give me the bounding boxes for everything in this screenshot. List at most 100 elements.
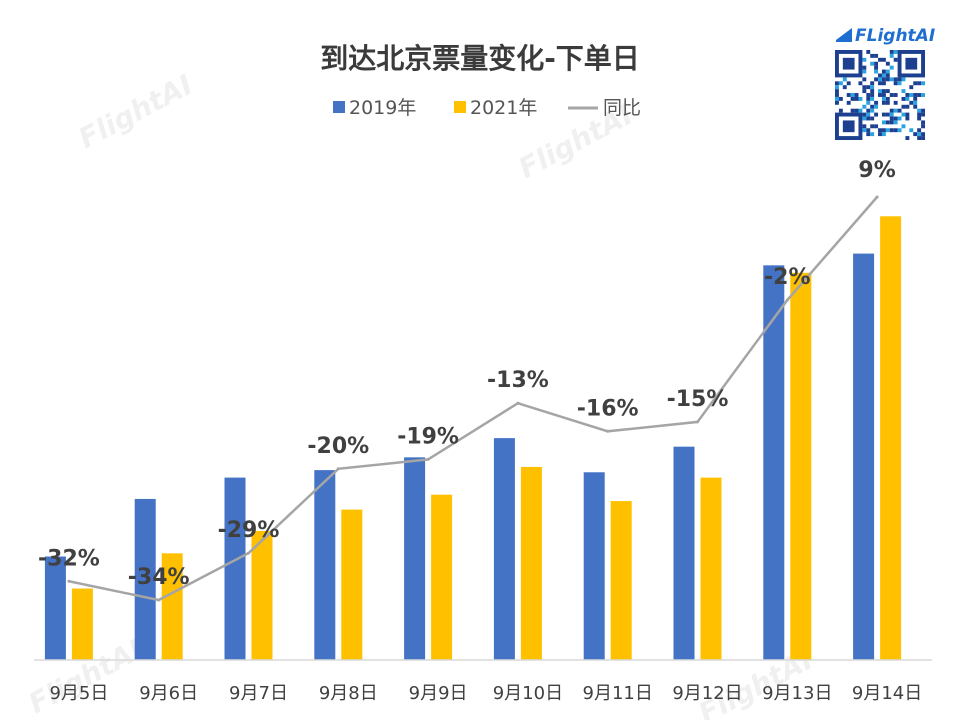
qr-module: [921, 136, 925, 140]
yoy-line-layer: [67, 195, 879, 602]
qr-module: [862, 112, 867, 117]
qr-module: [858, 96, 863, 101]
brand-block: FLightAI: [835, 26, 935, 140]
legend-swatch-2019: [333, 101, 345, 113]
yoy-data-label-3: -29%: [218, 518, 280, 543]
qr-module: [921, 81, 925, 86]
qr-module: [921, 132, 925, 137]
qr-module: [885, 77, 890, 82]
qr-module: [862, 89, 867, 94]
qr-module: [901, 77, 906, 82]
qr-module: [885, 112, 890, 117]
qr-module: [866, 116, 871, 121]
brand-logo-text: FLightAI: [855, 26, 935, 46]
bar-2021-3: [251, 530, 273, 660]
qr-module: [878, 128, 882, 133]
qr-module: [878, 93, 882, 97]
x-tick-label: 9月12日: [672, 683, 742, 704]
qr-module: [846, 93, 851, 97]
x-tick-label: 9月8日: [319, 683, 378, 704]
bar-2021-7: [610, 501, 632, 660]
yoy-point-4: [336, 467, 340, 471]
bar-2019-7: [583, 472, 605, 660]
qr-module: [862, 104, 867, 109]
qr-module: [905, 116, 910, 121]
qr-module: [870, 89, 875, 94]
x-tick-label: 9月9日: [409, 683, 468, 704]
qr-module: [866, 93, 871, 97]
qr-module: [858, 108, 863, 113]
qr-module: [870, 81, 875, 86]
qr-module: [881, 89, 886, 94]
qr-module: [893, 50, 898, 54]
qr-module: [917, 132, 922, 137]
legend-swatch-2021: [454, 101, 466, 113]
bar-2019-2: [134, 498, 156, 660]
qr-module: [893, 100, 898, 105]
x-tick-label: 9月10日: [493, 683, 563, 704]
qr-module: [866, 112, 871, 117]
bar-2021-9: [790, 272, 812, 660]
yoy-data-label-6: -13%: [487, 368, 549, 393]
bar-2019-1: [44, 556, 66, 660]
qr-module: [917, 108, 922, 113]
qr-module: [874, 124, 879, 129]
qr-module: [881, 73, 886, 78]
qr-finder-core: [842, 57, 855, 70]
qr-module: [878, 77, 882, 82]
yoy-data-label-8: -15%: [667, 387, 729, 412]
qr-module: [854, 96, 859, 101]
x-tick-label: 9月5日: [49, 683, 108, 704]
qr-module: [893, 128, 898, 133]
qr-module: [878, 81, 882, 86]
qr-module: [846, 100, 851, 105]
qr-module: [901, 112, 906, 117]
qr-module: [881, 96, 886, 101]
qr-module: [866, 85, 871, 90]
qr-module: [921, 120, 925, 125]
bar-2019-4: [314, 470, 336, 660]
qr-module: [866, 50, 871, 54]
qr-module: [901, 89, 906, 94]
qr-module: [878, 73, 882, 78]
bar-2019-8: [673, 446, 695, 660]
x-tick-labels: 9月5日 9月6日 9月7日 9月8日 9月9日 9月10日 9月11日 9月12日 9月13日…: [49, 683, 922, 704]
qr-module: [913, 104, 918, 109]
bar-2021-5: [431, 494, 453, 660]
qr-module: [870, 104, 875, 109]
qr-module: [921, 93, 925, 97]
qr-module: [878, 57, 882, 62]
qr-module: [917, 81, 922, 86]
qr-module: [870, 93, 875, 97]
qr-module: [881, 69, 886, 74]
qr-module: [885, 73, 890, 78]
qr-module: [835, 96, 839, 101]
qr-module: [909, 85, 914, 90]
bar-2019-3: [224, 477, 246, 660]
qr-module: [870, 61, 875, 66]
qr-module: [850, 96, 855, 101]
qr-module: [893, 81, 898, 86]
qr-module: [885, 120, 890, 125]
qr-module: [885, 89, 890, 94]
yoy-data-label-5: -19%: [397, 424, 459, 449]
qr-finder-core: [905, 57, 918, 70]
yoy-line: [68, 196, 879, 602]
qr-module: [889, 65, 894, 70]
qr-module: [905, 96, 910, 101]
qr-module: [913, 132, 918, 137]
x-tick-label: 9月6日: [139, 683, 198, 704]
yoy-data-label-7: -16%: [577, 396, 639, 421]
yoy-point-3: [247, 551, 250, 555]
bar-2021-4: [341, 509, 363, 660]
bar-2021-8: [700, 477, 722, 660]
qr-module: [870, 132, 875, 137]
legend-label-2019: 2019年: [349, 97, 416, 119]
qr-module: [874, 65, 879, 70]
qr-module: [862, 65, 867, 70]
qr-module: [870, 96, 875, 101]
qr-module: [878, 132, 882, 137]
legend: 2019年 2021年 同比: [333, 97, 641, 119]
qr-module: [835, 100, 839, 105]
